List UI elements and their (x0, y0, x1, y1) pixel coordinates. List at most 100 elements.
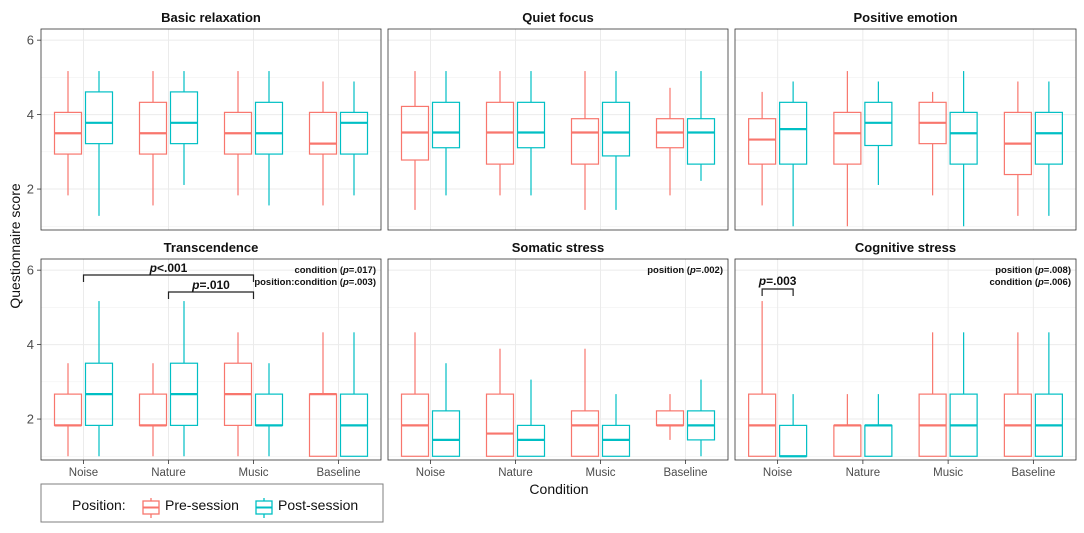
legend-label-pre: Pre-session (165, 497, 239, 513)
significance-bracket: p=.010 (167, 278, 255, 299)
x-tick-label: Music (238, 467, 268, 479)
box-iqr (138, 393, 168, 426)
x-tick-label: Noise (69, 467, 98, 479)
box-post-baseline (339, 81, 369, 196)
box-post-noise (779, 394, 808, 458)
legend-key-pre (142, 498, 160, 518)
panel-frame (40, 258, 382, 461)
x-tick-label: Nature (846, 467, 881, 479)
box-post-baseline (1034, 332, 1063, 457)
box-pre-music (918, 91, 947, 196)
bracket-line (167, 291, 255, 299)
box-pre-music (223, 332, 253, 457)
x-tick-label: Nature (498, 467, 533, 479)
bracket-line (82, 274, 255, 282)
x-tick-label: Nature (151, 467, 186, 479)
box-post-nature (864, 81, 893, 185)
box-pre-music (223, 71, 253, 196)
y-tick-label: 4 (27, 337, 34, 352)
stat-annotation: position:condition (p=.003) (254, 277, 376, 288)
box-iqr (53, 393, 83, 426)
box-pre-baseline (308, 332, 338, 457)
box-post-noise (84, 71, 114, 216)
stat-annotation: condition (p=.006) (989, 277, 1071, 288)
stat-annotation: position (p=.002) (647, 265, 723, 276)
y-tick-label: 2 (27, 182, 34, 197)
box-iqr (748, 118, 777, 165)
box-iqr (570, 118, 600, 165)
box-iqr (1034, 111, 1063, 165)
box-pre-noise (748, 91, 777, 206)
panel-title: Somatic stress (512, 240, 605, 255)
legend-key-post (255, 498, 273, 518)
box-pre-nature (485, 348, 515, 457)
legend-title: Position: (72, 497, 126, 513)
box-iqr (864, 424, 893, 457)
x-tick-label: Music (585, 467, 615, 479)
panels-group: Basic relaxation 2 4 6 Quiet focus Positive e… (27, 10, 1077, 479)
panel-title: Positive emotion (853, 10, 957, 25)
y-tick-label: 4 (27, 107, 34, 122)
panel-background (41, 29, 381, 230)
panel-background (388, 259, 728, 460)
box-iqr (833, 111, 862, 165)
panel-title: Cognitive stress (855, 240, 956, 255)
panel-somatic-stress: Somatic stress Noise Nature Music Baseline po… (387, 240, 729, 479)
box-post-baseline (339, 332, 369, 457)
bracket-label: p=.010 (191, 278, 230, 292)
x-tick-label: Baseline (1011, 467, 1055, 479)
box-pre-music (570, 71, 600, 210)
box-pre-baseline (655, 394, 685, 440)
box-post-nature (864, 394, 893, 457)
bracket-label: p=.003 (758, 274, 797, 288)
box-pre-nature (138, 363, 168, 457)
legend: Position: Pre-session Post-session (40, 483, 384, 523)
x-tick-label: Noise (763, 467, 792, 479)
box-iqr (779, 101, 808, 165)
box-iqr (254, 393, 284, 426)
box-iqr (864, 101, 893, 147)
y-axis-label: Questionnaire score (7, 183, 23, 309)
box-iqr (570, 410, 600, 457)
panel-cognitive-stress: Cognitive stress Noise Nature Music Baseline… (734, 240, 1077, 479)
bracket-line (761, 288, 794, 296)
box-iqr (949, 111, 978, 165)
box-pre-baseline (308, 81, 338, 206)
box-pre-baseline (655, 87, 685, 196)
box-pre-nature (833, 394, 862, 457)
panel-title: Transcendence (164, 240, 259, 255)
x-tick-label: Baseline (316, 467, 360, 479)
box-iqr (686, 118, 716, 165)
panel-frame (40, 28, 382, 231)
panel-quiet-focus: Quiet focus (387, 10, 729, 231)
box-iqr (308, 393, 338, 457)
box-pre-baseline (1003, 81, 1032, 216)
box-pre-nature (138, 71, 168, 206)
panel-background (735, 259, 1076, 460)
box-iqr (169, 91, 199, 145)
box-post-noise (431, 71, 461, 196)
panel-frame (734, 28, 1077, 231)
box-pre-nature (485, 71, 515, 196)
stat-annotation: position (p=.008) (995, 265, 1071, 276)
box-iqr (779, 424, 808, 457)
box-post-baseline (686, 71, 716, 181)
box-iqr (84, 91, 114, 145)
box-post-baseline (686, 379, 716, 457)
bracket-label: p<.001 (149, 261, 188, 275)
panel-background (388, 29, 728, 230)
panel-frame (387, 28, 729, 231)
box-post-music (254, 71, 284, 206)
box-post-noise (84, 301, 114, 457)
box-post-noise (779, 81, 808, 227)
box-pre-music (570, 348, 600, 457)
box-pre-noise (400, 332, 430, 457)
panel-frame (387, 258, 729, 461)
box-iqr (485, 393, 515, 457)
box-post-nature (516, 379, 546, 457)
box-iqr (339, 111, 369, 155)
x-tick-label: Music (933, 467, 963, 479)
box-pre-noise (748, 301, 777, 457)
box-pre-noise (53, 71, 83, 196)
